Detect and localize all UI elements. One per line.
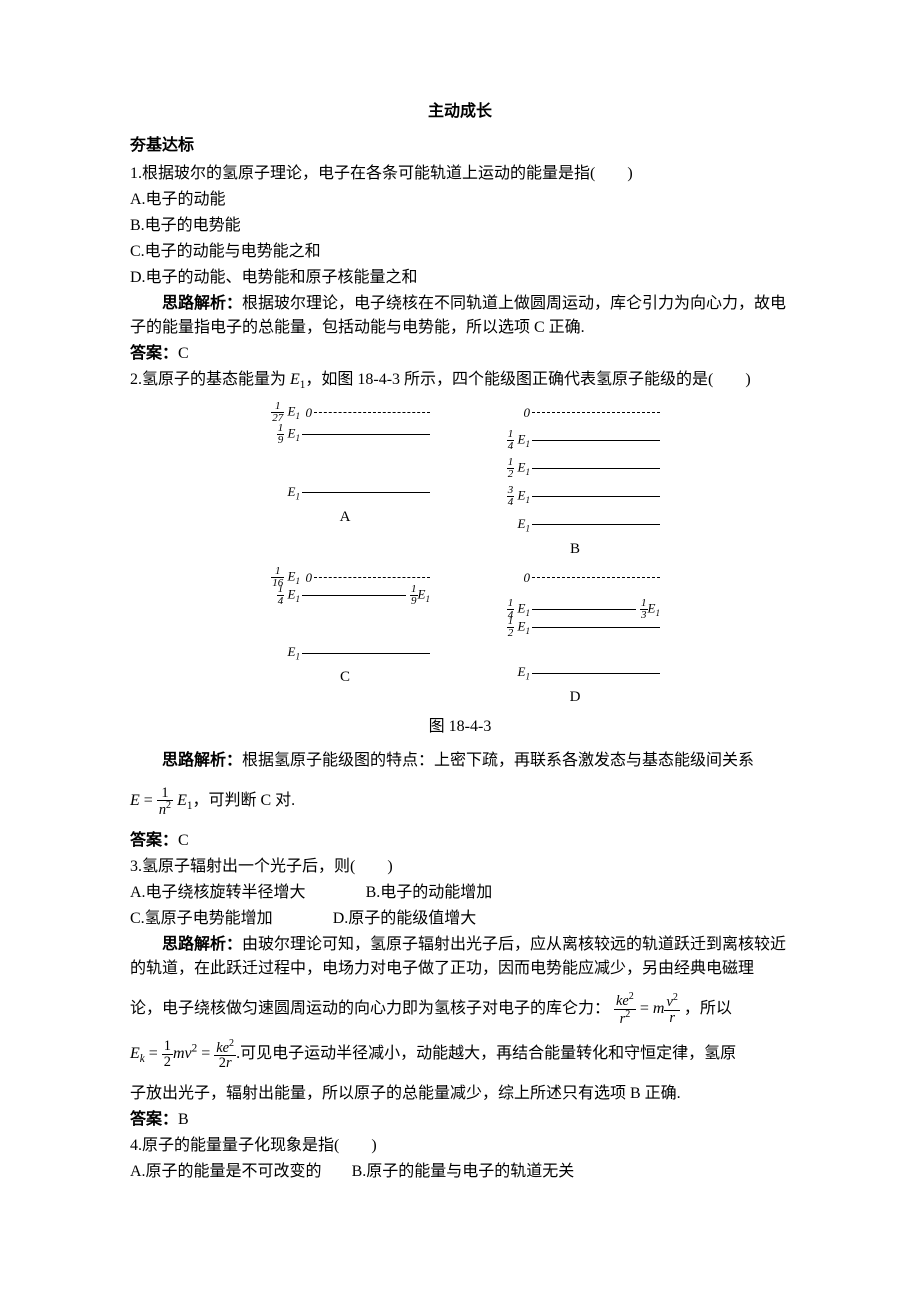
diagram-c-label: C: [260, 666, 430, 689]
q2-stem-suffix: ，如图 18-4-3 所示，四个能级图正确代表氢原子能级的是( ): [305, 371, 750, 388]
q3-exp-text2-post: ，所以: [684, 1000, 732, 1017]
q3-explanation-p4: 子放出光子，辐射出能量，所以原子的总能量减少，综上所述只有选项 B 正确.: [130, 1082, 790, 1106]
q1-answer-label: 答案：: [130, 345, 178, 362]
page-title: 主动成长: [130, 100, 790, 124]
q2-explanation-line1: 思路解析：根据氢原子能级图的特点：上密下疏，再联系各激发态与基态能级间关系: [130, 749, 790, 773]
q3-explanation-p1: 思路解析：由玻尔理论可知，氢原子辐射出光子后，应从离核较远的轨道跃迁到离核较近的…: [130, 933, 790, 981]
q1-option-b: B.电子的电势能: [130, 214, 790, 238]
q2-e1-symbol: E: [290, 371, 300, 388]
q4-option-b: B.原子的能量与电子的轨道无关: [352, 1160, 575, 1184]
q1-option-d: D.电子的动能、电势能和原子核能量之和: [130, 266, 790, 290]
q3-answer-value: B: [178, 1111, 189, 1128]
diagram-c: 116 E10 14 E119E1 E1 C: [260, 568, 430, 709]
q2-stem-prefix: 2.氢原子的基态能量为: [130, 371, 290, 388]
diagram-d-label: D: [490, 686, 660, 709]
q3-stem: 3.氢原子辐射出一个光子后，则( ): [130, 855, 790, 879]
q4-stem: 4.原子的能量量子化现象是指( ): [130, 1134, 790, 1158]
q3-option-b: B.电子的动能增加: [366, 881, 493, 905]
q1-option-a: A.电子的动能: [130, 188, 790, 212]
q4-options-row1: A.原子的能量是不可改变的 B.原子的能量与电子的轨道无关: [130, 1160, 790, 1184]
q3-exp-text3: .可见电子运动半径减小，动能越大，再结合能量转化和守恒定律，氢原: [236, 1045, 736, 1062]
figure-row-bottom: 116 E10 14 E119E1 E1 C 0 14 E113E1 12 E1…: [250, 568, 670, 709]
q2-answer-value: C: [178, 832, 189, 849]
figure-row-top: 127 E10 19 E1 E1 A 0 14 E1 12 E1 34 E1 E…: [250, 404, 670, 561]
q3-answer-label: 答案：: [130, 1111, 178, 1128]
figure-caption: 图 18-4-3: [250, 715, 670, 739]
q1-option-c: C.电子的动能与电势能之和: [130, 240, 790, 264]
q3-explanation-formula2: Ek = 12mv2 = ke22r.可见电子运动半径减小，动能越大，再结合能量…: [130, 1036, 790, 1072]
q3-options-row1: A.电子绕核旋转半径增大 B.电子的动能增加: [130, 881, 790, 905]
q2-exp-label: 思路解析：: [162, 752, 242, 769]
q2-exp-text2: ，可判断 C 对.: [192, 792, 295, 809]
diagram-b: 0 14 E1 12 E1 34 E1 E1 B: [490, 404, 660, 561]
q2-answer-label: 答案：: [130, 832, 178, 849]
q3-option-c: C.氢原子电势能增加: [130, 907, 273, 931]
diagram-d: 0 14 E113E1 12 E1 E1 D: [490, 568, 660, 709]
q1-stem: 1.根据玻尔的氢原子理论，电子在各条可能轨道上运动的能量是指( ): [130, 162, 790, 186]
q3-exp-text2-pre: 论，电子绕核做匀速圆周运动的向心力即为氢核子对电子的库仑力：: [130, 1000, 610, 1017]
q1-explanation: 思路解析：根据玻尔理论，电子绕核在不同轨道上做圆周运动，库仑引力为向心力，故电子…: [130, 292, 790, 340]
q1-answer-value: C: [178, 345, 189, 362]
diagram-a: 127 E10 19 E1 E1 A: [260, 404, 430, 561]
q2-formula: E = 1n2 E1，可判断 C 对.: [130, 783, 790, 819]
q4-option-a: A.原子的能量是不可改变的: [130, 1160, 322, 1184]
q3-option-a: A.电子绕核旋转半径增大: [130, 881, 306, 905]
q3-options-row2: C.氢原子电势能增加 D.原子的能级值增大: [130, 907, 790, 931]
q2-answer: 答案：C: [130, 829, 790, 853]
q2-stem: 2.氢原子的基态能量为 E1，如图 18-4-3 所示，四个能级图正确代表氢原子…: [130, 368, 790, 394]
q1-exp-label: 思路解析：: [162, 295, 242, 312]
q1-answer: 答案：C: [130, 342, 790, 366]
figure-18-4-3: 127 E10 19 E1 E1 A 0 14 E1 12 E1 34 E1 E…: [250, 404, 670, 739]
q3-exp-label: 思路解析：: [162, 936, 242, 953]
diagram-b-label: B: [490, 538, 660, 561]
section-heading: 夯基达标: [130, 134, 790, 158]
q3-answer: 答案：B: [130, 1108, 790, 1132]
q3-option-d: D.原子的能级值增大: [333, 907, 477, 931]
diagram-a-label: A: [260, 506, 430, 529]
q2-exp-text1: 根据氢原子能级图的特点：上密下疏，再联系各激发态与基态能级间关系: [242, 752, 754, 769]
q3-explanation-formula1: 论，电子绕核做匀速圆周运动的向心力即为氢核子对电子的库仑力： ke2r2 = m…: [130, 991, 790, 1026]
